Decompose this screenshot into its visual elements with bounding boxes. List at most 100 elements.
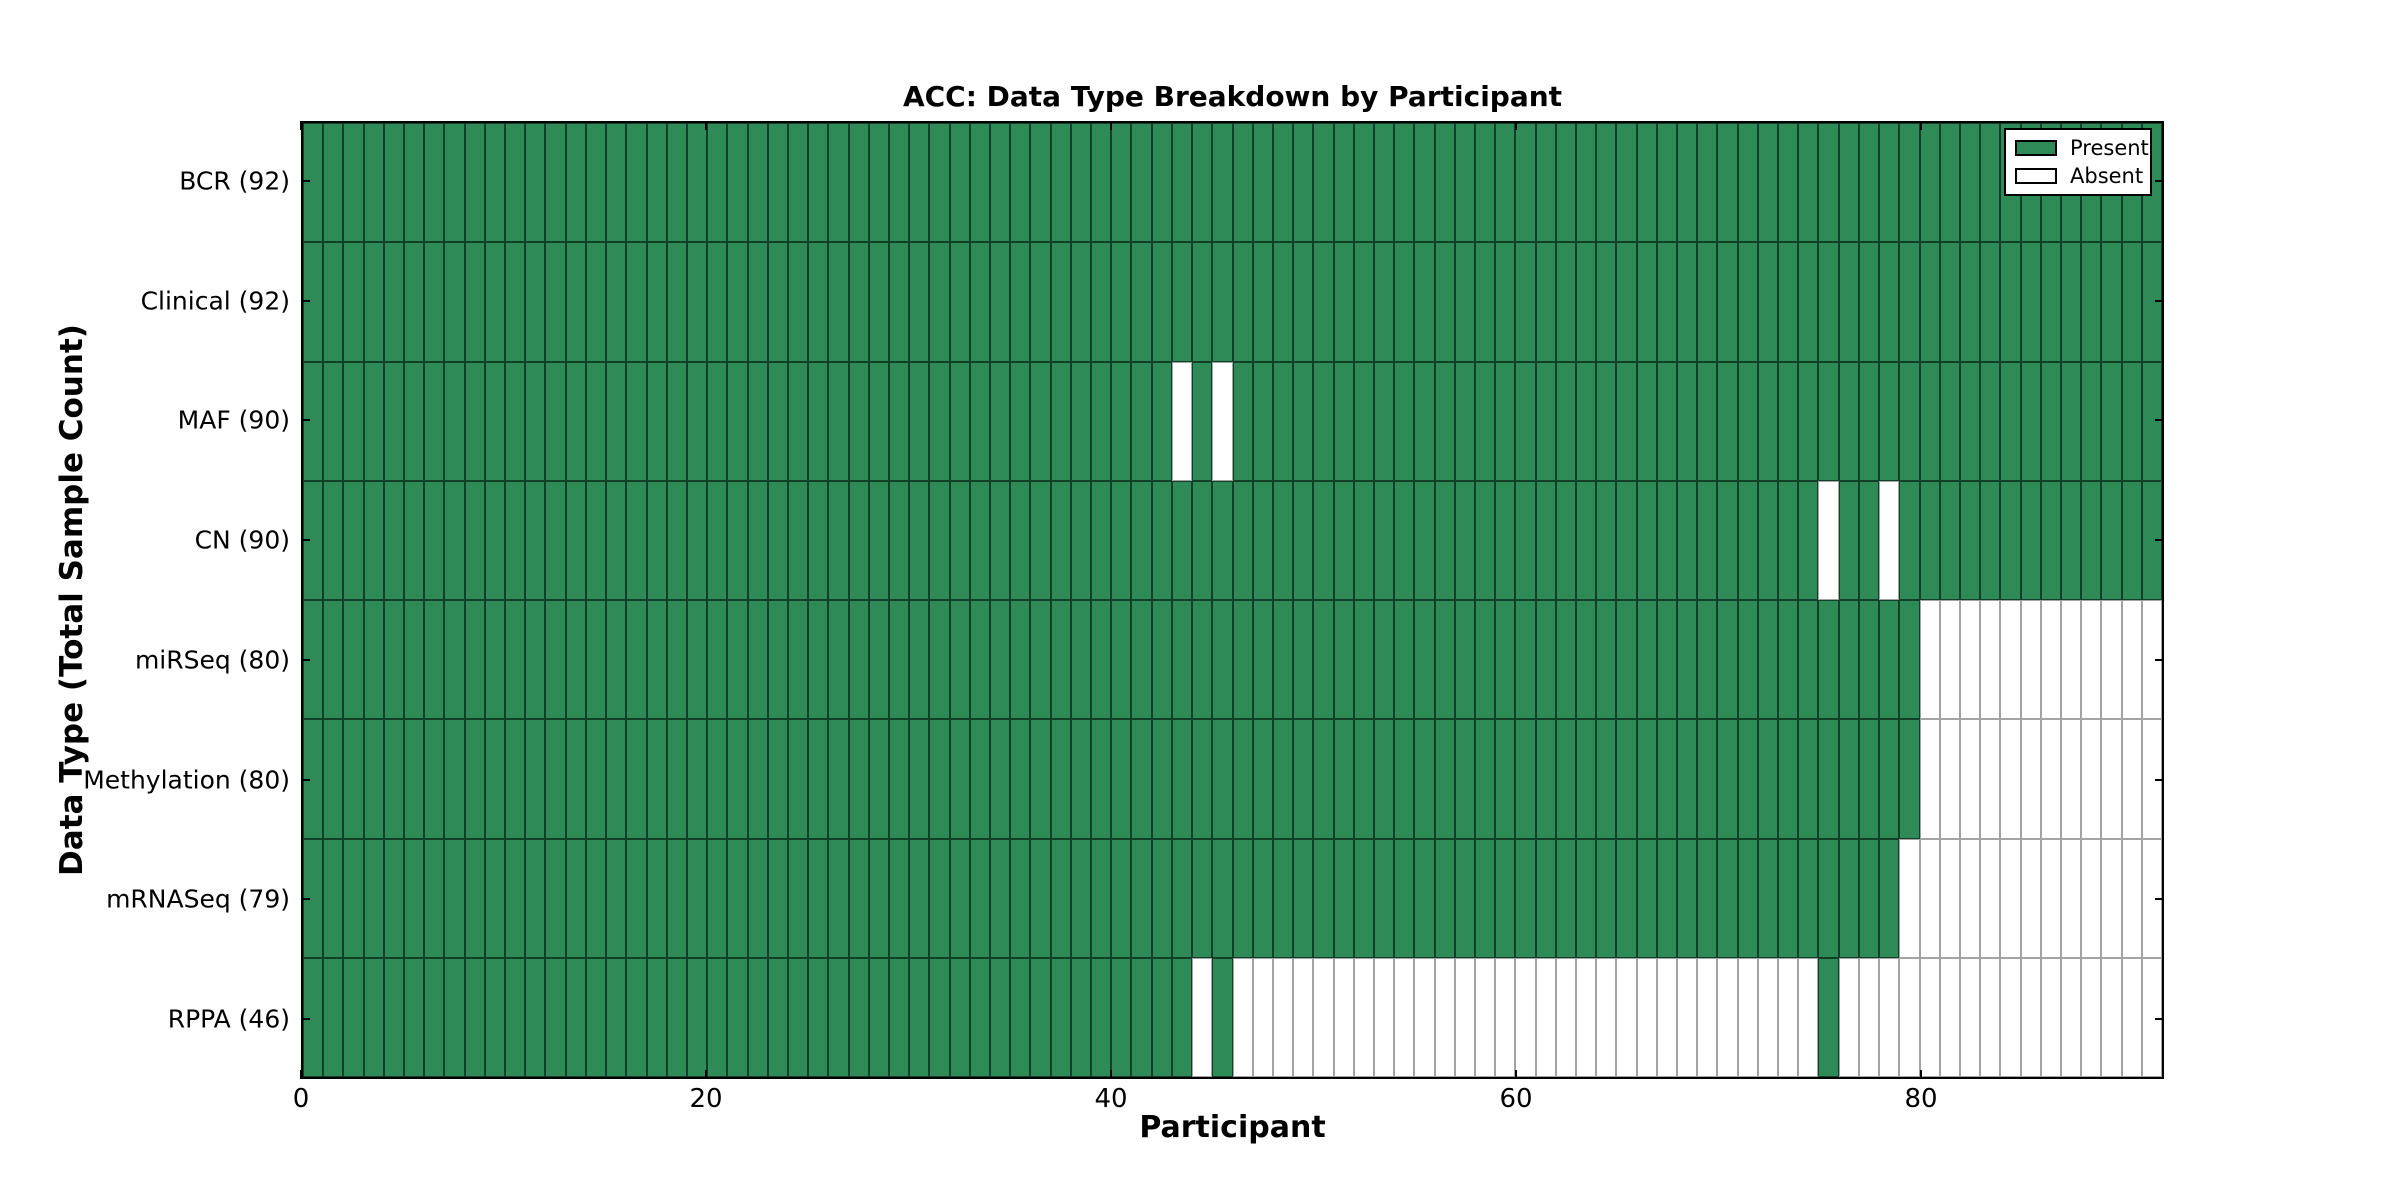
heatmap-cell xyxy=(686,600,708,720)
heatmap-cell xyxy=(686,838,708,958)
heatmap-cell xyxy=(525,957,546,1077)
heatmap-cell xyxy=(1899,600,1920,720)
heatmap-cell xyxy=(969,600,991,720)
heatmap-cell xyxy=(1151,600,1172,720)
heatmap-cell xyxy=(1677,957,1698,1077)
heatmap-cell xyxy=(727,361,748,481)
heatmap-cell xyxy=(787,242,809,362)
heatmap-cell xyxy=(2081,480,2102,600)
heatmap-cell xyxy=(1474,600,1496,720)
heatmap-cell xyxy=(444,242,465,362)
heatmap-cell xyxy=(363,361,384,481)
heatmap-cell xyxy=(1576,957,1597,1077)
x-tick-label: 60 xyxy=(1499,1084,1533,1114)
heatmap-cell xyxy=(1939,361,1960,481)
heatmap-cell xyxy=(464,838,485,958)
heatmap-cell xyxy=(1353,838,1374,958)
heatmap-cell xyxy=(1212,361,1233,481)
y-tick-label: miRSeq (80) xyxy=(134,645,290,675)
heatmap-cell xyxy=(1677,361,1698,481)
heatmap-cell xyxy=(747,838,768,958)
heatmap-cell xyxy=(525,361,546,481)
heatmap-cell xyxy=(1959,242,1981,362)
heatmap-cell xyxy=(1818,480,1839,600)
heatmap-cell xyxy=(707,123,728,243)
heatmap-cell xyxy=(1050,719,1071,839)
heatmap-cell xyxy=(808,480,829,600)
heatmap-cell xyxy=(2121,480,2142,600)
heatmap-cell xyxy=(505,838,526,958)
heatmap-cell xyxy=(1050,242,1071,362)
heatmap-cell xyxy=(888,242,910,362)
heatmap-cell xyxy=(424,480,445,600)
heatmap-cell xyxy=(1131,600,1152,720)
heatmap-cell xyxy=(747,600,768,720)
heatmap-cell xyxy=(969,719,991,839)
heatmap-cell xyxy=(525,838,546,958)
heatmap-cell xyxy=(505,361,526,481)
heatmap-cell xyxy=(343,123,364,243)
heatmap-cell xyxy=(1151,123,1172,243)
heatmap-cell xyxy=(646,600,667,720)
heatmap-cell xyxy=(1212,838,1233,958)
heatmap-cell xyxy=(464,242,485,362)
heatmap-cell xyxy=(1091,480,1112,600)
heatmap-cell xyxy=(828,719,849,839)
heatmap-cell xyxy=(1858,838,1880,958)
heatmap-cell xyxy=(1757,957,1779,1077)
heatmap-cell xyxy=(1232,480,1253,600)
heatmap-cell xyxy=(404,480,425,600)
heatmap-cell xyxy=(484,957,506,1077)
heatmap-cell xyxy=(1980,242,2001,362)
heatmap-cell xyxy=(1919,719,1940,839)
heatmap-cell xyxy=(1091,600,1112,720)
heatmap-cell xyxy=(1313,361,1334,481)
heatmap-cell xyxy=(1858,480,1880,600)
heatmap-cell xyxy=(1272,123,1294,243)
x-tick-label: 80 xyxy=(1904,1084,1938,1114)
heatmap-cell xyxy=(1858,361,1880,481)
heatmap-cell xyxy=(1454,600,1475,720)
heatmap-cell xyxy=(1373,600,1395,720)
heatmap-cell xyxy=(666,123,687,243)
heatmap-cell xyxy=(909,242,930,362)
heatmap-cell xyxy=(303,480,324,600)
heatmap-cell xyxy=(565,838,586,958)
heatmap-cell xyxy=(1555,123,1576,243)
heatmap-cell xyxy=(484,600,506,720)
heatmap-cell xyxy=(2081,361,2102,481)
heatmap-cell xyxy=(626,838,647,958)
heatmap-cell xyxy=(1252,957,1273,1077)
heatmap-cell xyxy=(1899,242,1920,362)
heatmap-cell xyxy=(1474,719,1496,839)
heatmap-cell xyxy=(1030,123,1051,243)
heatmap-cell xyxy=(1838,480,1859,600)
heatmap-cell xyxy=(1555,600,1576,720)
heatmap-cell xyxy=(2000,242,2021,362)
heatmap-cell xyxy=(787,123,809,243)
heatmap-cell xyxy=(1252,480,1273,600)
heatmap-cell xyxy=(2081,242,2102,362)
heatmap-cell xyxy=(1535,838,1556,958)
heatmap-cell xyxy=(1737,838,1758,958)
heatmap-cell xyxy=(1818,361,1839,481)
heatmap-cell xyxy=(1879,242,1900,362)
heatmap-cell xyxy=(686,719,708,839)
heatmap-cell xyxy=(464,957,485,1077)
heatmap-cell xyxy=(1272,957,1294,1077)
heatmap-cell xyxy=(1717,361,1738,481)
heatmap-cell xyxy=(929,719,950,839)
heatmap-cell xyxy=(1576,480,1597,600)
heatmap-cell xyxy=(1474,838,1496,958)
heatmap-cell xyxy=(1293,719,1314,839)
heatmap-cell xyxy=(1515,957,1536,1077)
heatmap-cell xyxy=(1959,480,1981,600)
heatmap-cell xyxy=(1111,957,1132,1077)
heatmap-cell xyxy=(2060,600,2082,720)
heatmap-cell xyxy=(888,361,910,481)
heatmap-cell xyxy=(1697,480,1718,600)
heatmap-cell xyxy=(1111,719,1132,839)
heatmap-cell xyxy=(363,838,384,958)
heatmap-cell xyxy=(545,123,566,243)
heatmap-cell xyxy=(1192,957,1213,1077)
